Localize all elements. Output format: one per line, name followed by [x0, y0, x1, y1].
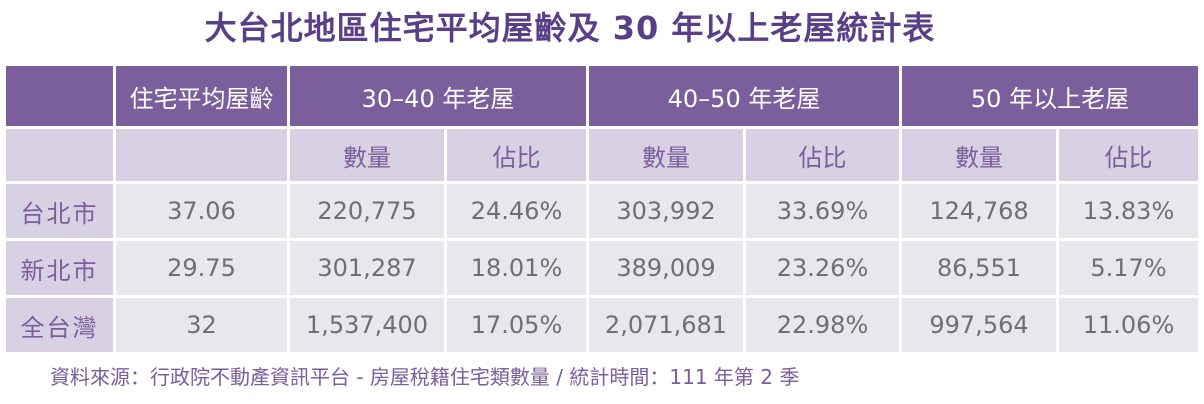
table-title: 大台北地區住宅平均屋齡及 30 年以上老屋統計表	[204, 9, 936, 47]
header-40-50-years: 40–50 年老屋	[589, 66, 899, 126]
source-note: 資料來源：行政院不動產資訊平台 - 房屋稅籍住宅類數量 / 統計時間：111 年…	[50, 365, 800, 389]
subheader-count: 數量	[902, 129, 1056, 181]
subheader-blank-cell	[6, 129, 113, 181]
header-row: 住宅平均屋齡 30–40 年老屋 40–50 年老屋 50 年以上老屋	[6, 66, 1198, 126]
ratio-value: 23.26%	[746, 241, 899, 295]
row-city-label: 全台灣	[6, 298, 113, 352]
table-row-taipei: 台北市 37.06 220,775 24.46% 303,992 33.69% …	[6, 184, 1198, 238]
subheader-blank-cell	[116, 129, 287, 181]
subheader-ratio: 佔比	[746, 129, 899, 181]
count-value: 124,768	[902, 184, 1056, 238]
statistics-table: 住宅平均屋齡 30–40 年老屋 40–50 年老屋 50 年以上老屋 數量 佔…	[3, 63, 1201, 355]
subheader-ratio: 佔比	[1059, 129, 1198, 181]
ratio-value: 11.06%	[1059, 298, 1198, 352]
ratio-value: 18.01%	[447, 241, 586, 295]
ratio-value: 22.98%	[746, 298, 899, 352]
count-value: 86,551	[902, 241, 1056, 295]
count-value: 301,287	[290, 241, 444, 295]
row-city-label: 台北市	[6, 184, 113, 238]
count-value: 389,009	[589, 241, 743, 295]
table-row-taiwan: 全台灣 32 1,537,400 17.05% 2,071,681 22.98%…	[6, 298, 1198, 352]
ratio-value: 13.83%	[1059, 184, 1198, 238]
avg-age-value: 37.06	[116, 184, 287, 238]
subheader-row: 數量 佔比 數量 佔比 數量 佔比	[6, 129, 1198, 181]
avg-age-value: 32	[116, 298, 287, 352]
count-value: 997,564	[902, 298, 1056, 352]
header-30-40-years: 30–40 年老屋	[290, 66, 586, 126]
ratio-value: 5.17%	[1059, 241, 1198, 295]
count-value: 1,537,400	[290, 298, 444, 352]
header-blank-cell	[6, 66, 113, 126]
subheader-ratio: 佔比	[447, 129, 586, 181]
avg-age-value: 29.75	[116, 241, 287, 295]
ratio-value: 24.46%	[447, 184, 586, 238]
header-50-plus-years: 50 年以上老屋	[902, 66, 1198, 126]
header-avg-age: 住宅平均屋齡	[116, 66, 287, 126]
count-value: 303,992	[589, 184, 743, 238]
count-value: 2,071,681	[589, 298, 743, 352]
ratio-value: 17.05%	[447, 298, 586, 352]
count-value: 220,775	[290, 184, 444, 238]
row-city-label: 新北市	[6, 241, 113, 295]
subheader-count: 數量	[589, 129, 743, 181]
subheader-count: 數量	[290, 129, 444, 181]
table-row-new-taipei: 新北市 29.75 301,287 18.01% 389,009 23.26% …	[6, 241, 1198, 295]
ratio-value: 33.69%	[746, 184, 899, 238]
